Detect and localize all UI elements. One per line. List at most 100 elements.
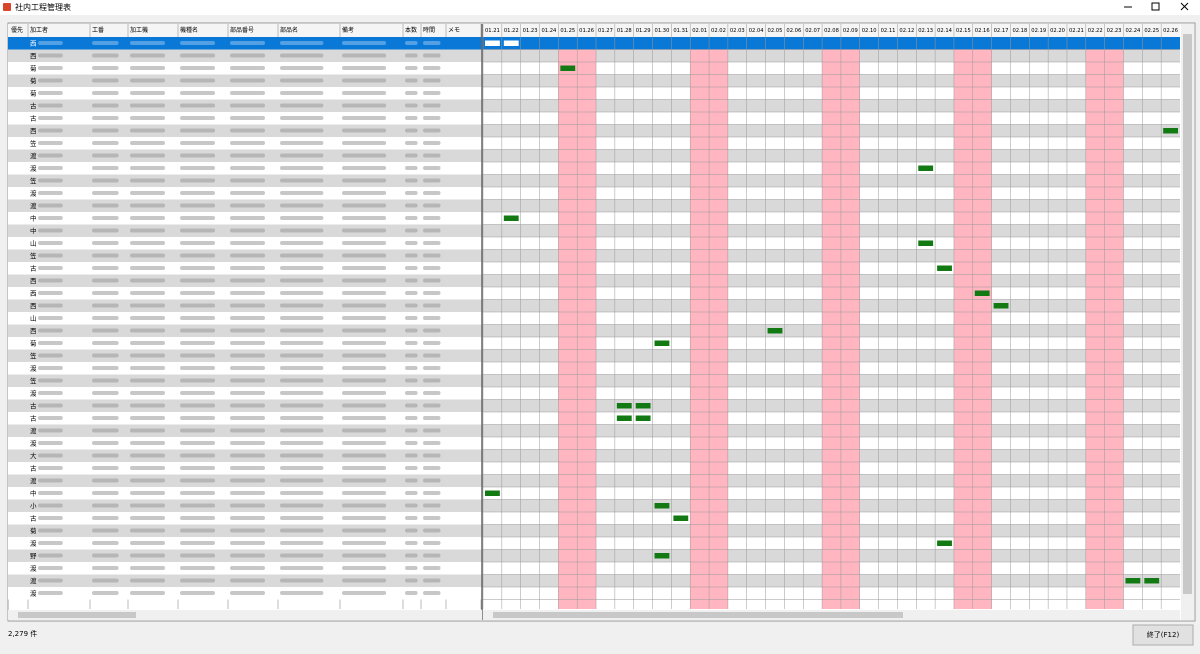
- blurred-cell: [130, 241, 165, 245]
- worker-name: 渡: [30, 538, 37, 547]
- blurred-cell: [130, 353, 165, 358]
- worker-name: 渡: [30, 588, 37, 597]
- date-header: 02.08: [824, 28, 839, 34]
- worker-name: 山: [30, 238, 37, 247]
- blurred-cell: [423, 416, 441, 420]
- worker-name: 菊: [30, 338, 37, 347]
- blurred-cell: [342, 478, 387, 483]
- blurred-cell: [130, 403, 165, 408]
- blurred-cell: [280, 253, 324, 258]
- blurred-cell: [423, 341, 441, 345]
- blurred-cell: [423, 403, 441, 408]
- close-button-label[interactable]: 終了(F12): [1147, 630, 1180, 639]
- date-header: 02.23: [1107, 28, 1122, 34]
- close-button[interactable]: [1132, 624, 1194, 646]
- blurred-cell: [405, 441, 418, 445]
- blurred-cell: [38, 166, 63, 170]
- blurred-cell: [280, 191, 324, 195]
- blurred-cell: [342, 441, 387, 445]
- blurred-cell: [92, 266, 119, 270]
- blurred-cell: [38, 541, 63, 545]
- blurred-cell: [130, 428, 165, 433]
- schedule-bar: [616, 415, 632, 421]
- worker-name: 笠: [30, 251, 37, 260]
- blurred-cell: [92, 53, 119, 58]
- blurred-cell: [130, 316, 165, 320]
- worker-name: 笠: [30, 176, 37, 185]
- schedule-bar: [937, 265, 952, 271]
- blurred-cell: [280, 178, 324, 183]
- blurred-cell: [280, 491, 324, 495]
- blurred-cell: [38, 328, 63, 333]
- blurred-cell: [180, 141, 215, 145]
- blurred-cell: [92, 66, 119, 70]
- blurred-cell: [280, 316, 324, 320]
- blurred-cell: [180, 128, 215, 133]
- blurred-cell: [405, 291, 418, 295]
- blurred-cell: [130, 378, 165, 383]
- schedule-bar: [1125, 578, 1141, 584]
- blurred-cell: [423, 441, 441, 445]
- blurred-cell: [405, 553, 418, 558]
- blurred-cell: [92, 428, 119, 433]
- blurred-cell: [405, 428, 418, 433]
- blurred-cell: [405, 141, 418, 145]
- blurred-cell: [280, 91, 324, 95]
- blurred-cell: [423, 266, 441, 270]
- blurred-cell: [230, 241, 265, 245]
- date-header: 02.15: [956, 28, 971, 34]
- blurred-cell: [38, 316, 63, 320]
- close-x[interactable]: [1180, 2, 1189, 11]
- blurred-cell: [38, 553, 63, 558]
- blurred-cell: [92, 503, 119, 508]
- schedule-bar: [503, 40, 519, 46]
- worker-name: 古: [30, 113, 37, 122]
- blurred-cell: [342, 116, 387, 120]
- blurred-cell: [130, 578, 165, 583]
- blurred-cell: [280, 116, 324, 120]
- blurred-cell: [230, 153, 265, 158]
- blurred-cell: [38, 278, 63, 283]
- scroll-thumb[interactable]: [493, 612, 903, 618]
- blurred-cell: [92, 553, 119, 558]
- blurred-cell: [280, 366, 324, 370]
- date-header: 01.28: [617, 28, 632, 34]
- worker-name: 西: [30, 127, 37, 135]
- date-header: 01.25: [560, 28, 575, 34]
- scroll-thumb[interactable]: [18, 612, 136, 618]
- blurred-cell: [342, 66, 387, 70]
- blurred-cell: [92, 453, 119, 458]
- blurred-cell: [342, 278, 387, 283]
- blurred-cell: [130, 66, 165, 70]
- blurred-cell: [280, 441, 324, 445]
- blurred-cell: [130, 441, 165, 445]
- blurred-cell: [38, 128, 63, 133]
- blurred-cell: [38, 378, 63, 383]
- restore[interactable]: [1151, 2, 1160, 11]
- blurred-cell: [342, 103, 387, 108]
- blurred-cell: [342, 166, 387, 170]
- blurred-cell: [92, 241, 119, 245]
- blurred-cell: [423, 153, 441, 158]
- h-scrollbar-left[interactable]: [8, 610, 482, 620]
- blurred-cell: [230, 553, 265, 558]
- blurred-cell: [130, 103, 165, 108]
- blurred-cell: [423, 53, 441, 58]
- blurred-cell: [280, 78, 324, 83]
- blurred-cell: [405, 403, 418, 408]
- blurred-cell: [92, 528, 119, 533]
- blurred-cell: [130, 91, 165, 95]
- blurred-cell: [230, 316, 265, 320]
- blurred-cell: [423, 141, 441, 145]
- worker-name: 渡: [30, 563, 37, 572]
- table-row[interactable]: [8, 37, 1180, 50]
- blurred-cell: [130, 341, 165, 345]
- blurred-cell: [342, 566, 387, 570]
- blurred-cell: [180, 103, 215, 108]
- scroll-thumb[interactable]: [1183, 34, 1192, 594]
- blurred-cell: [280, 241, 324, 245]
- worker-name: 菊: [30, 526, 37, 535]
- blurred-cell: [180, 316, 215, 320]
- blurred-cell: [423, 478, 441, 483]
- blurred-cell: [230, 228, 265, 233]
